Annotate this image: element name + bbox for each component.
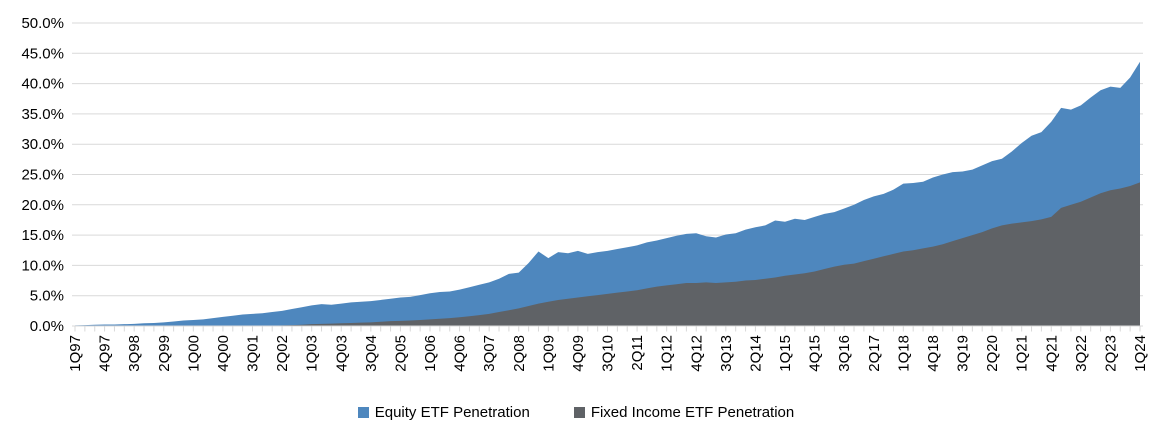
x-axis-tick-label: 4Q97	[97, 335, 114, 372]
legend-item-fixed-income: Fixed Income ETF Penetration	[573, 403, 795, 421]
x-axis-tick-label: 2Q05	[392, 335, 409, 372]
y-axis-tick-label: 45.0%	[21, 45, 64, 62]
x-axis-tick-label: 3Q98	[126, 335, 143, 372]
y-axis-tick-label: 10.0%	[21, 257, 64, 274]
x-axis-tick-label: 3Q16	[836, 335, 853, 372]
legend-label-fixed-income: Fixed Income ETF Penetration	[590, 403, 795, 421]
area-fixed-income-etf-penetration	[75, 182, 1140, 326]
x-axis-tick-label: 1Q09	[540, 335, 557, 372]
x-axis-tick-label: 1Q06	[422, 335, 439, 372]
x-axis-tick-label: 4Q03	[333, 335, 350, 372]
y-axis-tick-label: 50.0%	[21, 15, 64, 32]
y-axis-tick-label: 30.0%	[21, 136, 64, 153]
area-chart-plot: 0.0% 5.0% 10.0% 15.0% 20.0% 25.0% 30.0% 35.0% 40…	[21, 15, 1149, 372]
x-axis-tick-label: 4Q21	[1043, 335, 1060, 372]
x-axis-tick-label: 2Q14	[747, 335, 764, 372]
x-axis-tick-label: 2Q11	[629, 335, 646, 371]
legend-label-equity: Equity ETF Penetration	[374, 403, 530, 421]
y-axis-tick-label: 15.0%	[21, 227, 64, 244]
x-axis-tick-label: 4Q06	[452, 335, 469, 372]
x-axis-tick-label: 2Q08	[511, 335, 528, 372]
x-axis-tick-label: 1Q18	[895, 335, 912, 372]
x-axis-tick-label: 2Q02	[274, 335, 291, 372]
legend-item-equity: Equity ETF Penetration	[357, 403, 530, 421]
x-axis-tick-label: 2Q20	[984, 335, 1001, 372]
y-axis-tick-label: 35.0%	[21, 106, 64, 123]
x-axis-tick-label: 3Q07	[481, 335, 498, 372]
y-axis-tick-label: 5.0%	[30, 288, 64, 305]
x-axis-tick-label: 2Q99	[156, 335, 173, 372]
x-axis-tick-label: 4Q18	[925, 335, 942, 372]
x-axis-tick-label: 3Q01	[245, 335, 262, 372]
x-axis-tick-label: 1Q00	[185, 335, 202, 372]
legend-swatch-fixed-income-icon	[573, 406, 585, 418]
x-axis-tick-label: 1Q97	[67, 335, 84, 372]
x-axis-tick-label: 3Q19	[955, 335, 972, 372]
y-axis-tick-label: 40.0%	[21, 76, 64, 93]
y-axis-tick-label: 20.0%	[21, 197, 64, 214]
x-axis-tick-label: 1Q24	[1132, 335, 1149, 372]
x-axis-tick-label: 2Q23	[1102, 335, 1119, 372]
x-axis-tick-label: 1Q12	[659, 335, 676, 372]
y-axis-tick-label: 0.0%	[30, 318, 64, 335]
legend-swatch-equity-icon	[357, 406, 369, 418]
x-axis-tick-label: 1Q15	[777, 335, 794, 372]
chart-legend: Equity ETF Penetration Fixed Income ETF …	[0, 400, 1152, 424]
y-axis-tick-label: 25.0%	[21, 167, 64, 184]
x-axis-tick-label: 3Q13	[718, 335, 735, 372]
x-axis-tick-label: 3Q22	[1073, 335, 1090, 372]
x-axis-tick-label: 4Q15	[807, 335, 824, 372]
x-axis-tick-label: 4Q00	[215, 335, 232, 372]
x-axis-tick-label: 3Q04	[363, 335, 380, 372]
x-axis-tick-label: 4Q12	[688, 335, 705, 372]
x-axis-tick-label: 2Q17	[866, 335, 883, 372]
x-axis-tick-label: 4Q09	[570, 335, 587, 372]
x-axis-tick-label: 1Q03	[304, 335, 321, 372]
x-axis-tick-label: 1Q21	[1014, 335, 1031, 372]
x-axis-tick-label: 3Q10	[600, 335, 617, 372]
